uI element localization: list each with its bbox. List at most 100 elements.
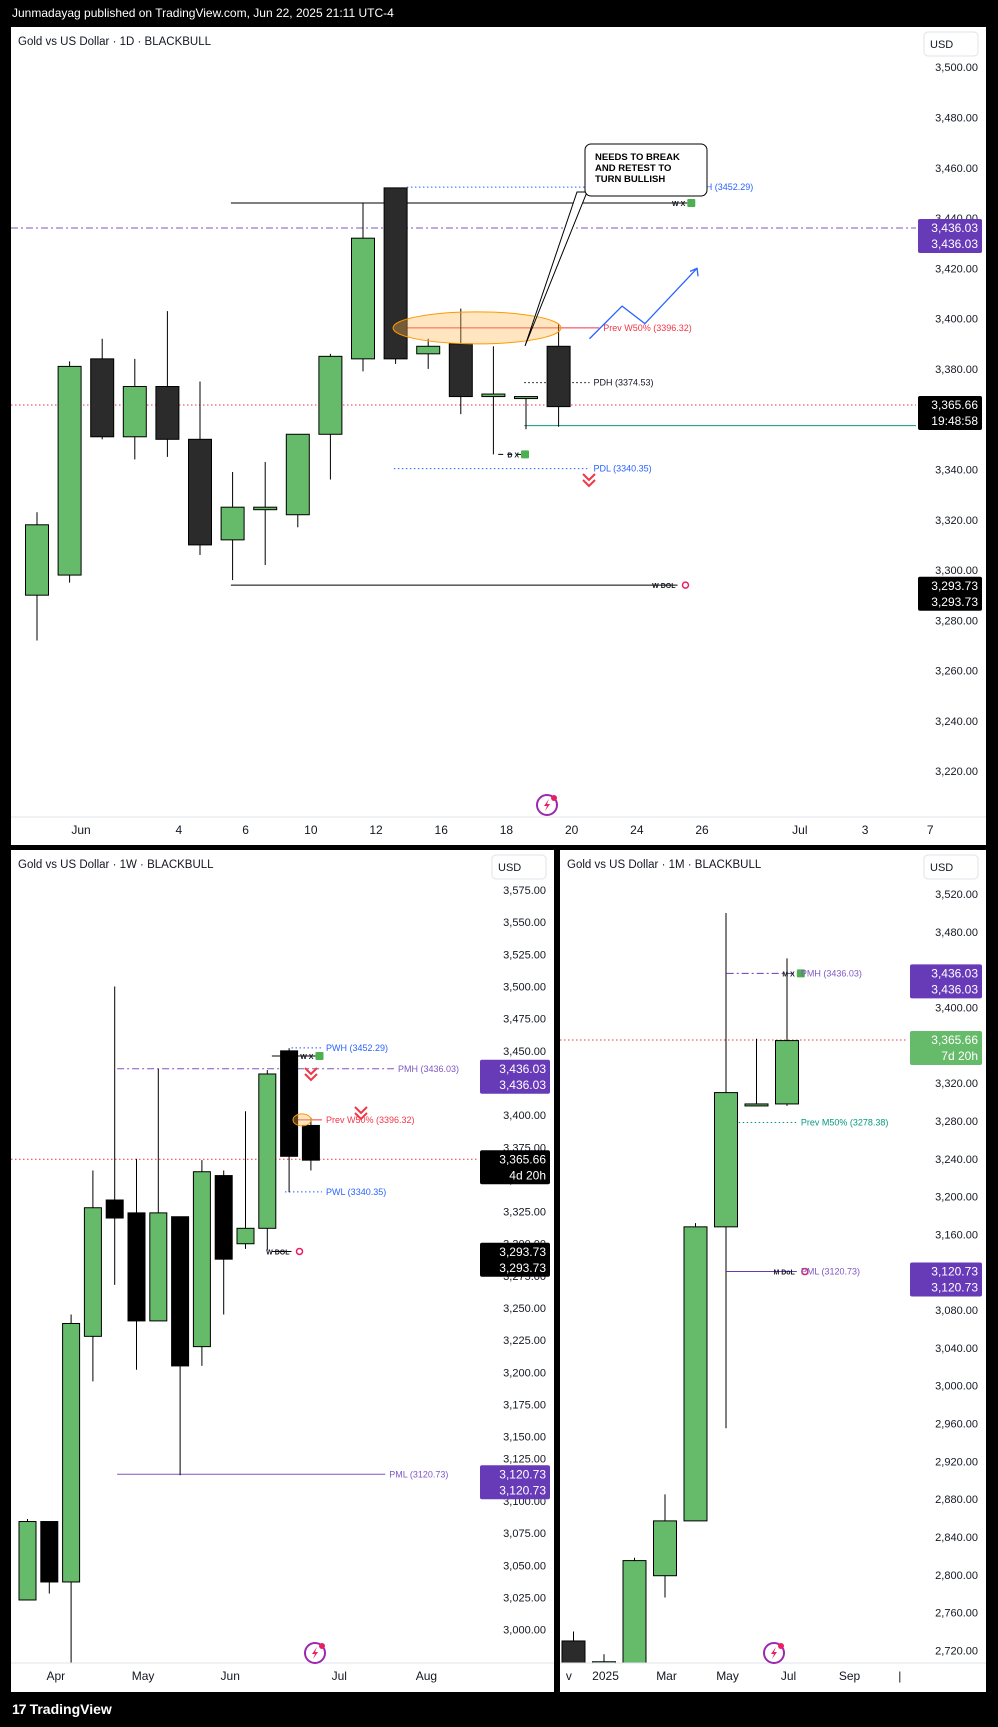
daily-candle-body [122, 386, 147, 438]
daily-candle[interactable] [416, 338, 441, 369]
daily-candle[interactable] [514, 396, 538, 430]
monthly-price-label-sub: 7d 20h [941, 1049, 978, 1063]
daily-candle[interactable] [122, 358, 147, 460]
daily-candle[interactable] [351, 202, 375, 372]
weekly-candle[interactable] [280, 1048, 299, 1193]
monthly-candle[interactable] [622, 1557, 647, 1679]
daily-candle[interactable] [285, 433, 310, 528]
monthly-candle[interactable] [775, 958, 799, 1106]
monthly-y-tick: 2,720.00 [935, 1645, 978, 1657]
monthly-chart-panel[interactable]: M X PMH (3436.03) Prev M50% (3278.38) M DoL… [560, 850, 986, 1692]
weekly-price-label: 3,436.03 3,436.03 [480, 1059, 550, 1094]
monthly-candle-body [744, 1103, 769, 1107]
daily-price-label-value: 3,365.66 [931, 398, 978, 412]
weekly-x-tick: May [132, 1669, 155, 1683]
daily-candle-body [57, 365, 82, 576]
daily-bolt-icon[interactable] [536, 794, 558, 816]
monthly-x-tick: Mar [656, 1669, 677, 1683]
daily-price-axis[interactable] [916, 27, 986, 845]
monthly-candle[interactable] [683, 1223, 708, 1522]
monthly-y-tick: 3,520.00 [935, 889, 978, 901]
monthly-plot-area[interactable]: M X PMH (3436.03) Prev M50% (3278.38) M DoL… [560, 912, 908, 1692]
weekly-chart-panel[interactable]: PWH (3452.29) W X PMH (3436.03) Prev W50% (… [11, 850, 554, 1692]
daily-candle[interactable] [155, 311, 180, 457]
weekly-candle[interactable] [171, 1216, 190, 1476]
weekly-y-tick: 3,075.00 [503, 1528, 546, 1540]
weekly-y-tick: 3,525.00 [503, 949, 546, 961]
weekly-candle[interactable] [236, 1111, 255, 1249]
publisher-header: Junmadayag published on TradingView.com,… [12, 6, 394, 20]
weekly-label-prev-w50-: Prev W50% (3396.32) [326, 1115, 415, 1125]
daily-candle[interactable] [481, 346, 506, 455]
monthly-tag-m-x: M X [782, 971, 795, 978]
weekly-bolt-icon[interactable] [304, 1642, 326, 1664]
monthly-candle[interactable] [592, 1654, 616, 1692]
tradingview-logo[interactable]: 17 TradingView [12, 1692, 112, 1727]
daily-y-tick: 3,300.00 [935, 565, 978, 577]
monthly-candle[interactable] [561, 1631, 586, 1692]
weekly-candle[interactable] [62, 1314, 81, 1686]
weekly-y-tick: 3,475.00 [503, 1014, 546, 1026]
monthly-currency-button[interactable]: USD [923, 854, 979, 880]
weekly-candle[interactable] [192, 1160, 211, 1366]
daily-price-label: 3,436.03 3,436.03 [918, 219, 982, 254]
weekly-y-tick: 3,050.00 [503, 1560, 546, 1572]
daily-candle[interactable] [383, 187, 408, 364]
weekly-candle[interactable] [83, 1170, 102, 1382]
weekly-candle[interactable] [18, 1518, 37, 1601]
monthly-candle[interactable] [744, 1038, 769, 1107]
daily-candle[interactable] [25, 512, 49, 641]
daily-candle[interactable] [448, 308, 473, 415]
daily-chart-title: Gold vs US Dollar · 1D · BLACKBULL [18, 36, 212, 48]
weekly-currency-button[interactable]: USD [491, 854, 547, 880]
daily-x-tick: 6 [242, 823, 249, 837]
monthly-y-tick: 2,960.00 [935, 1419, 978, 1431]
weekly-candle-body [149, 1212, 168, 1322]
monthly-candle[interactable] [714, 912, 738, 1429]
daily-candle[interactable] [57, 361, 82, 583]
footer-brand: TradingView [29, 1701, 112, 1717]
monthly-candle[interactable] [653, 1494, 677, 1598]
daily-candle[interactable] [318, 353, 343, 480]
weekly-candle[interactable] [214, 1170, 233, 1315]
weekly-plot-area[interactable]: PWH (3452.29) W X PMH (3436.03) Prev W50% (… [11, 986, 478, 1687]
monthly-price-label-value: 3,120.73 [931, 1265, 978, 1279]
monthly-price-label-value: 3,365.66 [931, 1033, 978, 1047]
daily-candle-body [155, 386, 180, 440]
weekly-chart[interactable]: PWH (3452.29) W X PMH (3436.03) Prev W50% (… [11, 850, 554, 1692]
daily-price-label-sub: 3,293.73 [931, 595, 978, 609]
daily-x-tick: 7 [927, 823, 934, 837]
daily-price-label: 3,365.66 19:48:58 [918, 395, 982, 430]
daily-candle-body [90, 358, 115, 438]
weekly-candle[interactable] [40, 1521, 59, 1594]
weekly-candle[interactable] [301, 1117, 320, 1171]
daily-candle[interactable] [220, 471, 245, 581]
monthly-y-tick: 3,200.00 [935, 1192, 978, 1204]
monthly-y-tick: 3,160.00 [935, 1229, 978, 1241]
monthly-chart[interactable]: M X PMH (3436.03) Prev M50% (3278.38) M DoL… [560, 850, 986, 1692]
daily-currency-button[interactable]: USD [923, 31, 979, 57]
daily-candle[interactable] [253, 461, 278, 566]
daily-candle[interactable] [90, 338, 115, 440]
weekly-candle[interactable] [258, 1070, 277, 1251]
daily-candle-body [220, 506, 245, 541]
daily-candle[interactable] [188, 381, 212, 555]
daily-tag-d-x: D X [507, 452, 519, 459]
weekly-candle[interactable] [149, 1068, 168, 1322]
monthly-y-tick: 2,880.00 [935, 1494, 978, 1506]
daily-candle-body [416, 345, 441, 355]
weekly-candle[interactable] [105, 986, 124, 1285]
monthly-bolt-icon[interactable] [763, 1642, 785, 1664]
weekly-candle[interactable] [127, 1158, 146, 1370]
daily-candle[interactable] [546, 323, 571, 427]
weekly-candle-body [301, 1124, 320, 1161]
monthly-y-tick: 3,040.00 [935, 1343, 978, 1355]
daily-y-tick: 3,240.00 [935, 716, 978, 728]
weekly-y-tick: 3,225.00 [503, 1335, 546, 1347]
weekly-magnet-icon [295, 1247, 304, 1256]
weekly-y-tick: 3,200.00 [503, 1367, 546, 1379]
